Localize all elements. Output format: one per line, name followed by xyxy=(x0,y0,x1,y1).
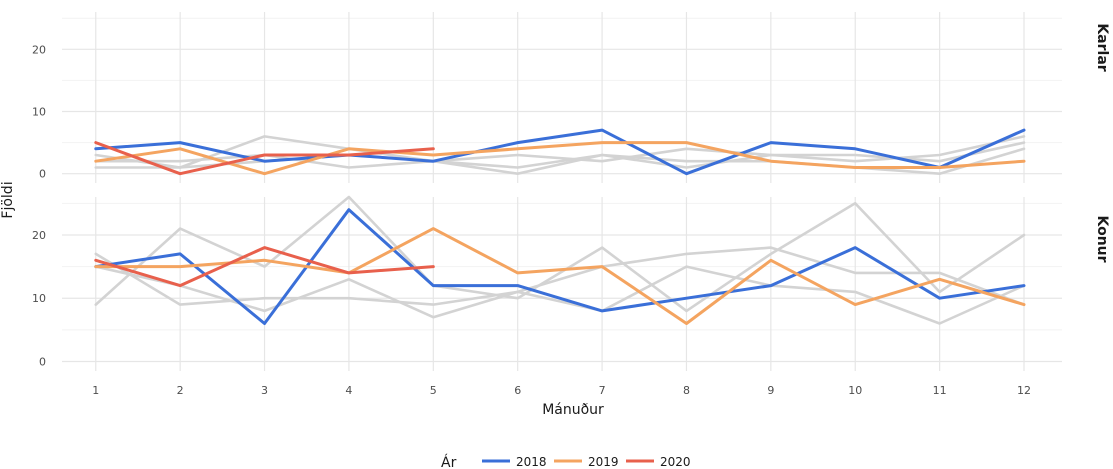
series-line-2018 xyxy=(94,208,1026,325)
x-tick-label: 12 xyxy=(1017,384,1031,397)
panel-label: Karlar xyxy=(1094,23,1110,71)
y-tick-label: 10 xyxy=(32,105,46,118)
panel-label: Konur xyxy=(1094,215,1110,262)
panel-konur: 0 10 20 Konur xyxy=(32,195,1110,371)
legend-label-2018: 2018 xyxy=(516,455,547,469)
series-line-2020 xyxy=(94,246,435,288)
x-tick-label: 2 xyxy=(177,384,184,397)
background-series-line xyxy=(94,246,1026,306)
x-tick-label: 4 xyxy=(345,384,352,397)
background-series-line xyxy=(94,141,1026,169)
y-tick-label: 0 xyxy=(39,356,46,369)
y-axis-title: Fjöldi xyxy=(0,181,16,218)
x-tick-label: 8 xyxy=(683,384,690,397)
x-tick-label: 11 xyxy=(933,384,947,397)
background-series-line xyxy=(94,265,1026,325)
x-tick-label: 7 xyxy=(599,384,606,397)
legend-title: Ár xyxy=(441,454,457,469)
legend: Ár 2018 2019 2020 xyxy=(441,454,691,469)
background-series-line xyxy=(94,135,1026,175)
legend-label-2019: 2019 xyxy=(588,455,619,469)
y-tick-label: 20 xyxy=(32,43,46,56)
series-line-2019 xyxy=(94,141,1026,176)
series-line-2019 xyxy=(94,227,1026,325)
x-axis: 1 2 3 4 5 6 7 8 9 10 11 12 xyxy=(92,384,1031,397)
panel-karlar: 0 10 20 Karlar xyxy=(32,12,1110,183)
series-line-2020 xyxy=(94,141,435,176)
x-tick-label: 3 xyxy=(261,384,268,397)
background-series-line xyxy=(94,195,1026,313)
x-axis-title: Mánuður xyxy=(542,402,604,418)
y-tick-label: 20 xyxy=(32,229,46,242)
legend-label-2020: 2020 xyxy=(660,455,691,469)
x-tick-label: 10 xyxy=(848,384,862,397)
x-tick-label: 9 xyxy=(767,384,774,397)
y-tick-label: 0 xyxy=(39,168,46,181)
x-tick-label: 5 xyxy=(430,384,437,397)
x-tick-label: 6 xyxy=(514,384,521,397)
y-tick-label: 10 xyxy=(32,292,46,305)
x-tick-label: 1 xyxy=(92,384,99,397)
